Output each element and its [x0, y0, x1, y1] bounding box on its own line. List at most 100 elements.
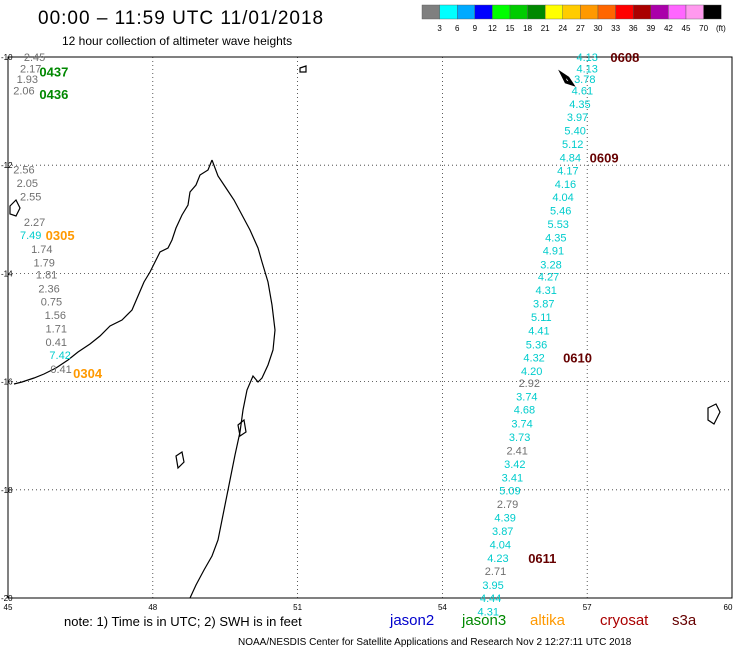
wave-height-value: 4.84 — [560, 153, 581, 165]
wave-height-value: 2.79 — [497, 499, 518, 511]
lon-label: 54 — [438, 603, 447, 612]
wave-height-value: 4.20 — [521, 366, 542, 378]
wave-height-value: 4.17 — [557, 166, 578, 178]
scale-label: 15 — [506, 24, 515, 33]
wave-height-value: 3.97 — [567, 112, 588, 124]
east-track-values: 4.134.133.784.614.353.975.405.124.844.17… — [478, 52, 598, 619]
wave-height-value: 4.23 — [487, 553, 508, 565]
scale-label: 6 — [455, 24, 460, 33]
scale-label: 30 — [594, 24, 603, 33]
scale-label: 70 — [699, 24, 708, 33]
pass-time-label: 0305 — [46, 228, 75, 243]
lon-label: 48 — [148, 603, 157, 612]
scale-label: 24 — [558, 24, 567, 33]
footer-note: note: 1) Time is in UTC; 2) SWH is in fe… — [64, 614, 302, 629]
wave-height-value: 2.92 — [519, 378, 540, 390]
wave-height-value: 2.06 — [13, 86, 34, 98]
wave-height-value: 2.56 — [13, 165, 34, 177]
satellite-legend-s3a: s3a — [672, 612, 697, 629]
wave-height-value: 4.13 — [576, 63, 597, 75]
wave-height-value: 4.68 — [514, 405, 535, 417]
wave-height-value: 4.31 — [535, 285, 556, 297]
island-small-1 — [175, 451, 185, 470]
wave-height-value: 2.05 — [17, 178, 38, 190]
lon-label: 51 — [293, 603, 302, 612]
scale-label: 21 — [541, 24, 550, 33]
scale-unit: (ft) — [716, 24, 726, 33]
scale-swatch — [580, 4, 599, 20]
scale-swatch — [703, 4, 722, 20]
wave-height-value: 5.09 — [499, 485, 520, 497]
scale-swatch — [474, 4, 493, 20]
wave-height-value: 2.36 — [38, 284, 59, 296]
scale-swatch — [668, 4, 687, 20]
map-subtitle: 12 hour collection of altimeter wave hei… — [62, 34, 292, 48]
scale-label: 33 — [611, 24, 620, 33]
lat-label: -12 — [1, 161, 13, 170]
lon-label: 60 — [724, 603, 733, 612]
wave-height-value: 7.49 — [20, 230, 41, 242]
scale-label: 42 — [664, 24, 673, 33]
lat-lon-grid — [8, 57, 732, 598]
scale-swatch — [421, 4, 440, 20]
wave-height-value: 1.79 — [33, 258, 54, 270]
coastline-west-shore — [189, 159, 276, 599]
wave-height-value: 4.44 — [480, 593, 501, 605]
wave-height-value: 3.87 — [492, 526, 513, 538]
island-small-3 — [299, 65, 307, 73]
wave-height-value: 4.04 — [552, 192, 573, 204]
wave-height-value: 4.61 — [572, 86, 593, 98]
wave-height-value: 3.87 — [533, 299, 554, 311]
scale-label: 9 — [473, 24, 478, 33]
pass-time-label: 0304 — [73, 366, 103, 381]
wave-height-value: 3.74 — [511, 418, 532, 430]
scale-label: 36 — [629, 24, 638, 33]
scale-label: 18 — [523, 24, 532, 33]
scale-swatch — [439, 4, 458, 20]
wave-height-value: 5.53 — [548, 219, 569, 231]
credit-line: NOAA/NESDIS Center for Satellite Applica… — [238, 637, 632, 648]
pass-time-label: 0608 — [610, 50, 639, 65]
island-mauritius — [707, 403, 721, 425]
scale-swatch — [615, 4, 634, 20]
wave-height-value: 4.32 — [523, 352, 544, 364]
wave-height-value: 2.71 — [485, 566, 506, 578]
wave-height-value: 1.56 — [45, 310, 66, 322]
satellite-legend-altika: altika — [530, 612, 566, 629]
scale-label: 45 — [682, 24, 691, 33]
island-small-4 — [558, 69, 576, 87]
wave-height-value: 5.36 — [526, 339, 547, 351]
wave-height-value: 1.74 — [31, 244, 52, 256]
wave-height-value: 3.74 — [516, 392, 537, 404]
wave-height-value: 4.39 — [494, 512, 515, 524]
lat-label: -20 — [1, 594, 13, 603]
wave-height-value: 1.81 — [36, 269, 57, 281]
lat-label: -18 — [1, 486, 13, 495]
lat-label: -10 — [1, 53, 13, 62]
wave-height-value: 4.04 — [490, 539, 511, 551]
wave-height-value: 2.45 — [24, 52, 45, 64]
pass-time-label: 0611 — [528, 551, 556, 566]
satellite-legend-jason3: jason3 — [461, 612, 506, 629]
pass-time-labels: 0437 0436 0305 0304 0608 0609 0610 0611 — [39, 50, 639, 566]
latitude-axis-labels: -10 -12 -14 -16 -18 -20 — [1, 53, 13, 603]
pass-time-label: 0437 — [39, 65, 68, 80]
wave-height-value: 4.13 — [576, 52, 597, 64]
wave-height-value: 4.41 — [528, 326, 549, 338]
wave-height-value: 2.55 — [20, 192, 41, 204]
wave-height-value: 5.11 — [531, 312, 552, 324]
lon-label: 57 — [583, 603, 592, 612]
pass-time-label: 0610 — [563, 350, 592, 365]
satellite-legend-cryosat: cryosat — [600, 612, 649, 629]
scale-swatch — [597, 4, 616, 20]
wave-height-color-scale: 3 6 9 12 15 18 21 24 27 30 33 36 39 42 45 70 — [421, 4, 722, 33]
wave-height-value: 7.42 — [49, 350, 70, 362]
wave-height-value: 3.41 — [502, 472, 523, 484]
satellite-legend: jason2 jason3 altika cryosat s3a — [389, 612, 697, 629]
wave-height-value: 4.27 — [538, 272, 559, 284]
scale-swatch — [650, 4, 669, 20]
lon-label: 45 — [4, 603, 13, 612]
wave-height-value: 4.35 — [569, 99, 590, 111]
wave-height-value: 3.42 — [504, 459, 525, 471]
